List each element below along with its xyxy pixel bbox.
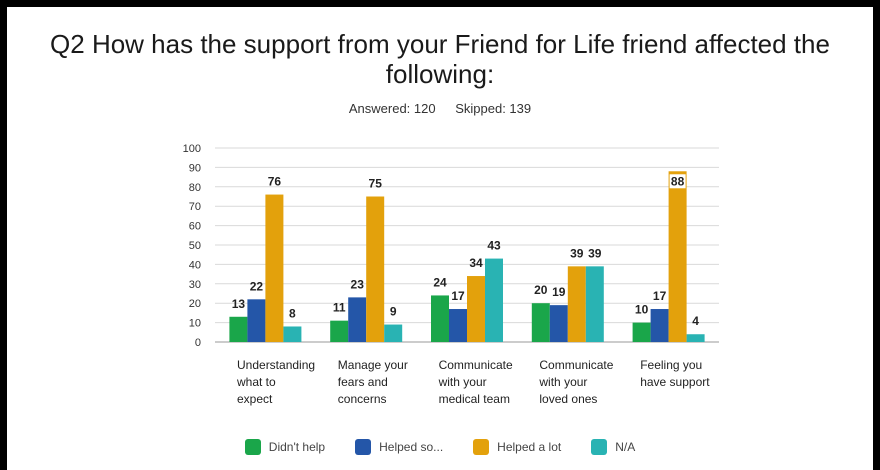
- legend-swatch: [355, 439, 372, 455]
- bar: [431, 295, 449, 342]
- bar: [531, 303, 550, 342]
- bar: [229, 316, 248, 342]
- bar: [650, 309, 669, 342]
- y-tick-label: 20: [189, 298, 201, 310]
- x-tick-label: Communicate: [539, 358, 613, 372]
- y-tick-label: 80: [189, 182, 201, 194]
- y-tick-label: 10: [189, 318, 201, 330]
- data-label: 4: [692, 314, 699, 328]
- bar: [348, 297, 367, 342]
- data-label: 9: [390, 305, 397, 319]
- chart-title: Q2 How has the support from your Friend …: [50, 29, 830, 89]
- data-label: 19: [552, 285, 566, 299]
- bar: [467, 276, 485, 342]
- bar: [668, 171, 687, 342]
- data-label: 75: [369, 177, 383, 191]
- x-tick-label: loved ones: [539, 392, 597, 406]
- legend-swatch: [244, 439, 261, 455]
- x-tick-label: expect: [237, 392, 273, 406]
- bar: [366, 196, 385, 342]
- bar: [485, 258, 503, 342]
- data-label: 43: [487, 239, 501, 253]
- data-label: 39: [588, 246, 602, 260]
- y-tick-label: 40: [189, 259, 201, 271]
- bar: [686, 334, 705, 342]
- data-label: 17: [451, 289, 465, 303]
- data-label: 17: [653, 289, 667, 303]
- legend-label: Didn't help: [268, 440, 326, 454]
- data-label: 24: [433, 275, 447, 289]
- x-tick-label: Feeling you: [640, 358, 702, 372]
- legend-label: Helped so...: [379, 440, 444, 454]
- legend: Didn't help Helped so... Helped a lot N/…: [7, 439, 873, 455]
- legend-swatch: [591, 439, 608, 455]
- bar: [384, 324, 403, 342]
- x-tick-label: what to: [236, 375, 276, 389]
- bar: [265, 194, 284, 342]
- x-tick-label: Communicate: [439, 358, 513, 372]
- data-label: 22: [250, 279, 264, 293]
- data-label: 13: [232, 297, 246, 311]
- chart-panel: Q2 How has the support from your Friend …: [7, 7, 873, 470]
- data-label: 39: [570, 246, 584, 260]
- x-tick-label: Understanding: [237, 358, 315, 372]
- bar: [567, 266, 586, 342]
- skipped-count: Skipped: 139: [455, 101, 532, 116]
- legend-label: Helped a lot: [497, 440, 562, 454]
- y-tick-label: 60: [189, 221, 201, 233]
- legend-label: N/A: [615, 440, 636, 454]
- response-counts: Answered: 120 Skipped: 139: [7, 101, 873, 116]
- y-tick-label: 100: [183, 143, 201, 155]
- bar: [247, 299, 266, 342]
- legend-item-na[interactable]: N/A: [591, 439, 635, 455]
- x-tick-label: fears and: [338, 375, 388, 389]
- y-tick-label: 30: [189, 279, 201, 291]
- data-label: 11: [333, 301, 346, 315]
- x-tick-label: medical team: [439, 392, 510, 406]
- x-tick-label: with your: [438, 375, 487, 389]
- bar: [330, 320, 349, 342]
- bar: [632, 322, 651, 342]
- bar: [283, 326, 302, 342]
- data-label: 8: [289, 306, 296, 320]
- legend-swatch: [473, 439, 490, 455]
- bar: [449, 309, 467, 342]
- data-label: 10: [635, 303, 649, 317]
- y-tick-label: 90: [189, 162, 201, 174]
- y-tick-label: 70: [189, 201, 201, 213]
- legend-item-helped-lot[interactable]: Helped a lot: [473, 439, 561, 455]
- x-tick-label: Manage your: [338, 358, 408, 372]
- legend-item-helped-some[interactable]: Helped so...: [355, 439, 443, 455]
- bar: [549, 305, 568, 342]
- x-tick-label: concerns: [338, 392, 387, 406]
- legend-item-didnt-help[interactable]: Didn't help: [244, 439, 326, 455]
- bar-chart: 0 10 20 30 40 50 60 70 80 90 100 13 22 76 8 Understandi…: [183, 143, 719, 406]
- data-label: 34: [469, 256, 483, 270]
- bar: [585, 266, 604, 342]
- data-label: 20: [534, 283, 548, 297]
- data-label: 88: [671, 174, 685, 188]
- x-tick-label: with your: [538, 375, 587, 389]
- x-tick-label: have support: [640, 375, 710, 389]
- y-tick-label: 50: [189, 240, 201, 252]
- data-label: 23: [351, 277, 365, 291]
- answered-count: Answered: 120: [348, 101, 436, 116]
- y-tick-label: 0: [195, 337, 201, 349]
- data-label-background: [669, 174, 686, 189]
- data-label: 76: [268, 175, 282, 189]
